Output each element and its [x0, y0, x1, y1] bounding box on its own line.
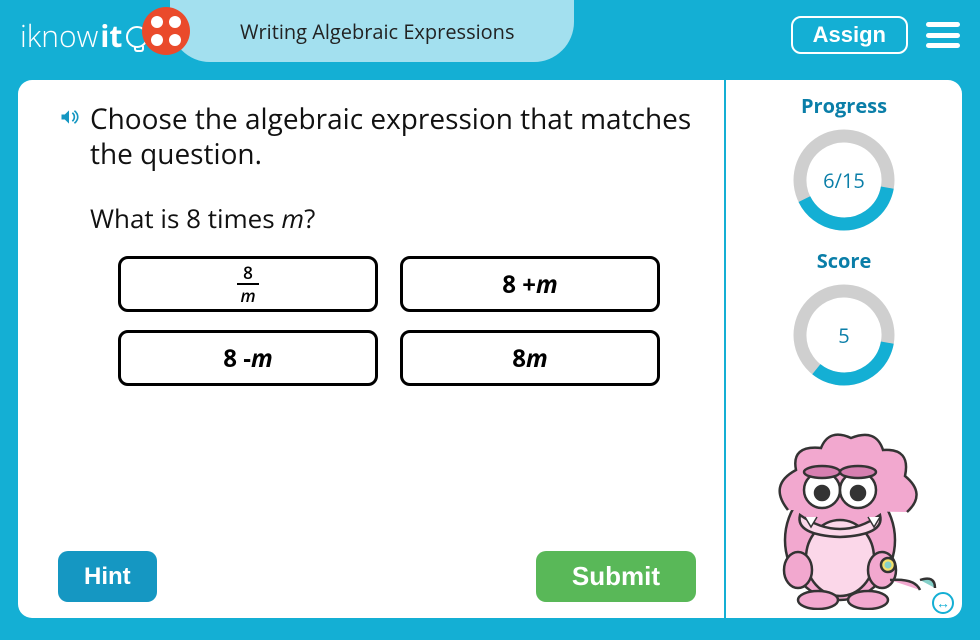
- submit-button[interactable]: Submit: [536, 551, 696, 602]
- fraction-icon: 8 m: [237, 264, 259, 304]
- grade-badge-icon[interactable]: [142, 7, 190, 55]
- assign-button[interactable]: Assign: [791, 16, 908, 54]
- choice-d[interactable]: 8m: [400, 330, 660, 386]
- subprompt-prefix: What is 8 times: [90, 200, 281, 236]
- score-ring: 5: [789, 280, 899, 390]
- choice-c-var: m: [251, 342, 273, 375]
- header-actions: Assign: [791, 16, 960, 54]
- question-prompt: Choose the algebraic expression that mat…: [90, 102, 696, 172]
- brand-suffix: it: [100, 15, 122, 56]
- brand-logo[interactable]: iknowit: [20, 15, 148, 56]
- question-subprompt: What is 8 times m?: [90, 200, 696, 236]
- score-value: 5: [789, 280, 899, 390]
- score-label: Score: [817, 247, 872, 274]
- brand-prefix: iknow: [20, 15, 98, 56]
- choice-d-var: m: [526, 342, 548, 375]
- choice-b-left: 8 +: [502, 268, 536, 301]
- choice-b-var: m: [536, 268, 558, 301]
- choice-a[interactable]: 8 m: [118, 256, 378, 312]
- action-buttons: Hint Submit: [58, 551, 696, 602]
- choice-c-left: 8 -: [223, 342, 251, 375]
- hamburger-menu-icon[interactable]: [926, 22, 960, 48]
- choice-d-left: 8: [512, 342, 526, 375]
- lesson-title-pill: Writing Algebraic Expressions: [170, 0, 574, 62]
- answer-choices: 8 m 8 + m 8 - m 8m: [118, 256, 696, 386]
- lesson-title: Writing Algebraic Expressions: [240, 18, 514, 45]
- app-root: iknowit Writing Algebraic Expressions As…: [0, 0, 980, 640]
- expand-icon[interactable]: ↔: [932, 592, 954, 614]
- frac-numerator: 8: [237, 264, 259, 285]
- choice-c[interactable]: 8 - m: [118, 330, 378, 386]
- main-panel: Choose the algebraic expression that mat…: [18, 80, 962, 618]
- subprompt-suffix: ?: [304, 200, 315, 236]
- sidebar: Progress 6/15 Score 5: [724, 80, 962, 618]
- progress-value: 6/15: [789, 125, 899, 235]
- mascot-character: [750, 430, 940, 610]
- progress-label: Progress: [801, 92, 887, 119]
- subprompt-var: m: [281, 200, 304, 236]
- header: iknowit Writing Algebraic Expressions As…: [0, 0, 980, 70]
- hint-button[interactable]: Hint: [58, 551, 157, 602]
- frac-denominator: m: [240, 285, 255, 304]
- question-area: Choose the algebraic expression that mat…: [18, 80, 724, 618]
- read-aloud-icon[interactable]: [58, 106, 80, 133]
- progress-ring: 6/15: [789, 125, 899, 235]
- choice-b[interactable]: 8 + m: [400, 256, 660, 312]
